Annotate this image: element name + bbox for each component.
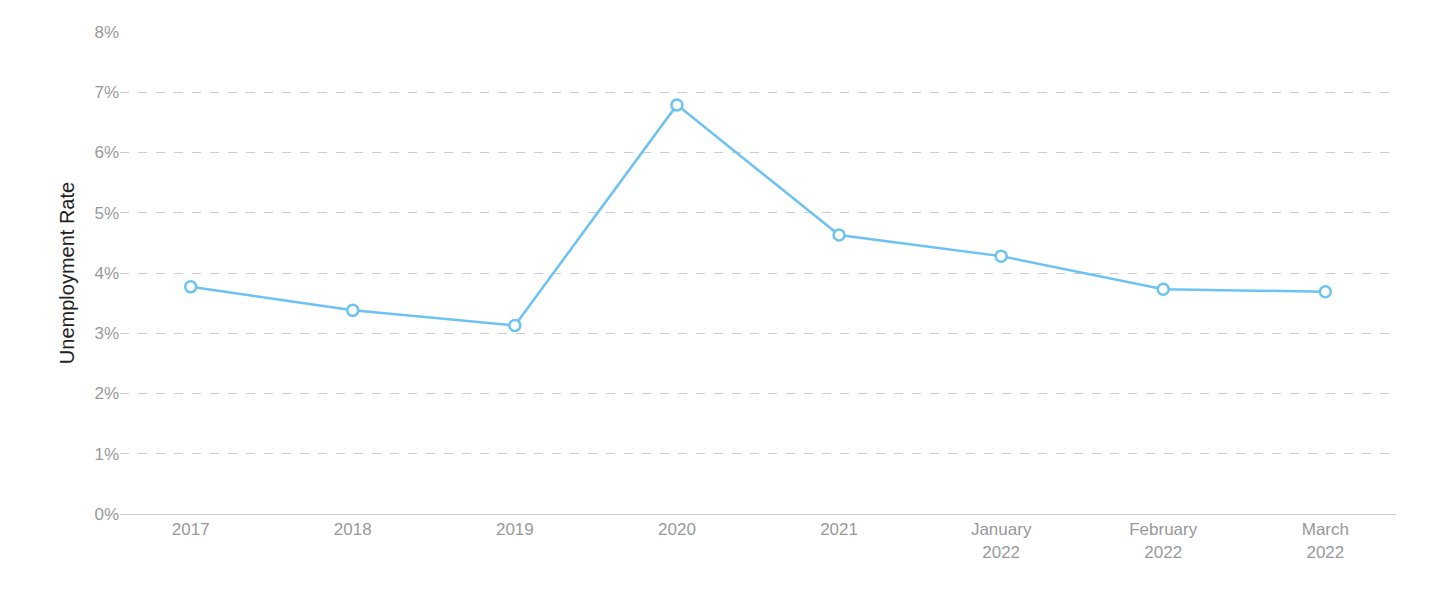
svg-text:2018: 2018 (334, 520, 372, 539)
svg-text:7%: 7% (94, 83, 119, 102)
svg-text:0%: 0% (94, 505, 119, 524)
svg-text:2020: 2020 (658, 520, 696, 539)
svg-text:1%: 1% (94, 445, 119, 464)
svg-text:8%: 8% (94, 23, 119, 42)
svg-text:January2022: January2022 (971, 520, 1032, 561)
svg-text:2%: 2% (94, 384, 119, 403)
svg-text:4%: 4% (94, 264, 119, 283)
svg-text:5%: 5% (94, 204, 119, 223)
svg-text:2021: 2021 (820, 520, 858, 539)
svg-text:Unemployment Rate: Unemployment Rate (56, 182, 78, 364)
svg-text:6%: 6% (94, 143, 119, 162)
svg-text:2017: 2017 (172, 520, 210, 539)
svg-text:3%: 3% (94, 324, 119, 343)
svg-text:March2022: March2022 (1302, 520, 1349, 561)
svg-text:February2022: February2022 (1129, 520, 1198, 561)
svg-text:2019: 2019 (496, 520, 534, 539)
